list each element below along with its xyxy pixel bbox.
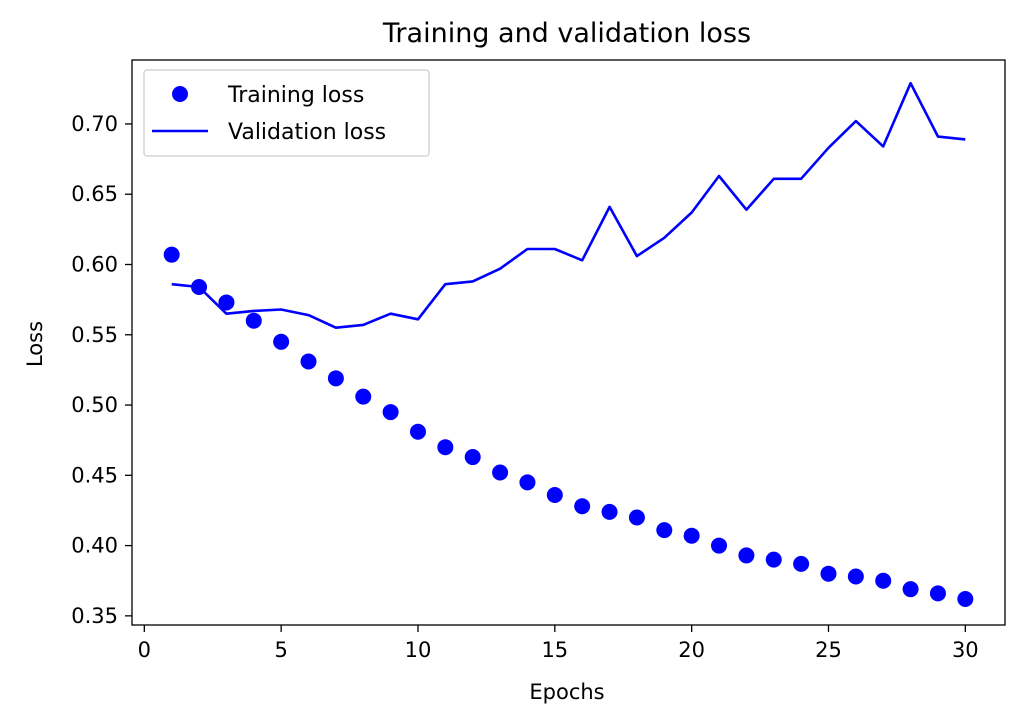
validation-loss-line — [171, 81, 966, 330]
y-tick-label: 0.60 — [71, 252, 118, 276]
training-loss-point — [793, 555, 810, 572]
y-tick-label: 0.50 — [71, 393, 118, 417]
y-tick-label: 0.70 — [71, 112, 118, 136]
training-loss-point — [464, 449, 481, 466]
training-loss-point — [820, 565, 837, 582]
x-tick-label: 25 — [815, 638, 842, 662]
x-tick-label: 15 — [541, 638, 568, 662]
training-loss-point — [738, 547, 755, 564]
training-loss-point — [628, 509, 645, 526]
axes-frame — [131, 59, 1006, 626]
training-loss-point — [191, 278, 208, 295]
legend-frame — [143, 69, 430, 157]
legend-label-training: Training loss — [227, 83, 364, 108]
training-loss-point — [245, 312, 262, 329]
training-loss-point — [327, 370, 344, 387]
training-loss-point — [409, 423, 426, 440]
training-loss-point — [574, 498, 591, 515]
y-tick-label: 0.40 — [71, 534, 118, 558]
y-tick-label: 0.65 — [71, 182, 118, 206]
training-loss-point — [437, 439, 454, 456]
training-loss-point — [601, 503, 618, 520]
x-tick-label: 0 — [138, 638, 151, 662]
plot-area: 0 5 10 15 20 25 30 0.35 0.40 0.45 0.50 0.55 0.60 0.65… — [71, 59, 1006, 662]
y-tick-label: 0.35 — [71, 604, 118, 628]
training-loss-point — [957, 590, 974, 607]
y-tick-label: 0.55 — [71, 323, 118, 347]
training-loss-point — [546, 486, 563, 503]
training-loss-point — [683, 527, 700, 544]
legend-marker-training — [172, 86, 188, 102]
chart-title: Training and validation loss — [382, 18, 751, 49]
y-axis-label: Loss — [23, 321, 47, 367]
x-tick-label: 20 — [678, 638, 705, 662]
training-loss-point — [300, 353, 317, 370]
x-tick-label: 5 — [274, 638, 287, 662]
x-tick-label: 10 — [405, 638, 432, 662]
training-loss-point — [656, 522, 673, 539]
legend-label-validation: Validation loss — [228, 120, 386, 145]
training-loss-point — [355, 388, 372, 405]
training-loss-point — [163, 246, 180, 263]
legend: Training loss Validation loss — [143, 69, 430, 157]
training-loss-point — [273, 333, 290, 350]
training-loss-point — [929, 585, 946, 602]
training-loss-point — [492, 464, 509, 481]
training-loss-point — [847, 568, 864, 585]
training-loss-point — [519, 474, 536, 491]
training-loss-point — [382, 404, 399, 421]
training-loss-point — [875, 572, 892, 589]
training-loss-point — [711, 537, 728, 554]
training-loss-point — [218, 294, 235, 311]
training-loss-point — [902, 581, 919, 598]
training-loss-point — [765, 551, 782, 568]
x-tick-label: 30 — [952, 638, 979, 662]
x-axis-label: Epochs — [529, 680, 604, 704]
y-tick-label: 0.45 — [71, 463, 118, 487]
